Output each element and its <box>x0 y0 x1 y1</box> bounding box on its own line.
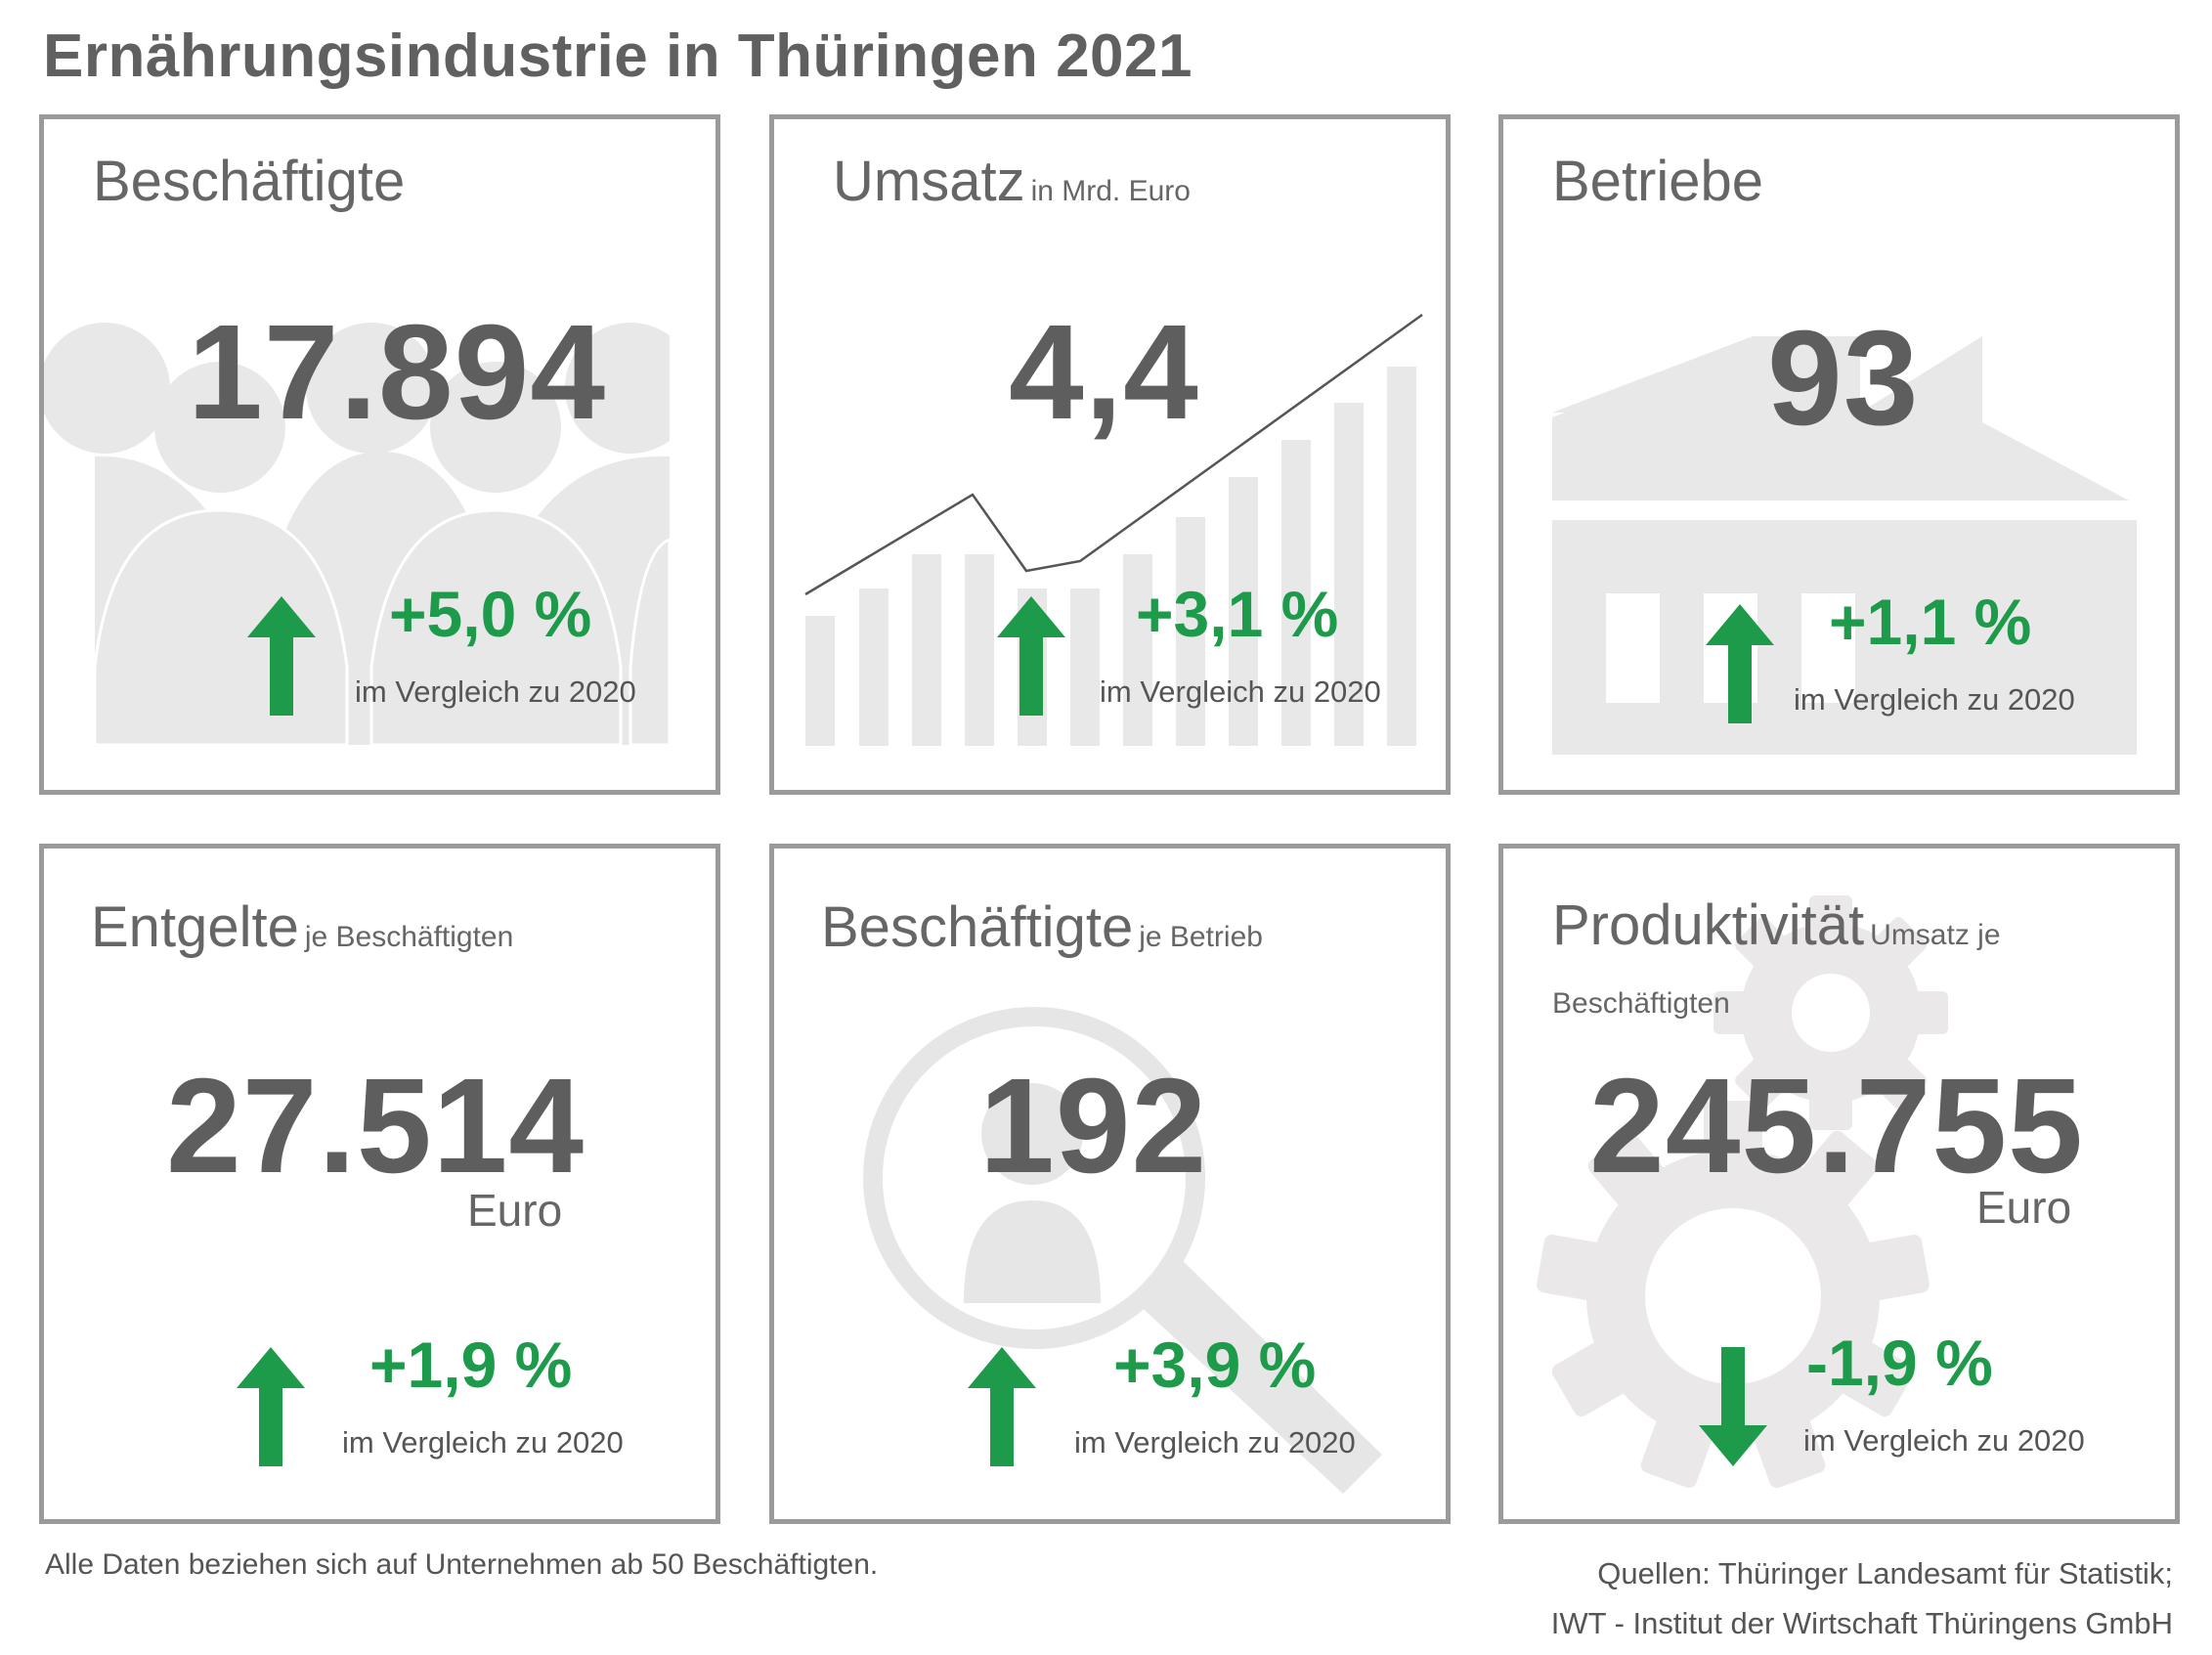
change-value: +1,9 % <box>369 1328 573 1401</box>
compare-label: im Vergleich zu 2020 <box>1100 675 1381 709</box>
card-unit: Euro <box>1976 1182 2072 1233</box>
card-value: 27.514 <box>166 1051 586 1201</box>
card-title: Umsatz in Mrd. Euro <box>833 150 1191 213</box>
card-subtitle: Umsatz je Beschäftigten <box>1552 919 2001 1020</box>
factory-icon <box>1552 336 2137 755</box>
card-unit: Euro <box>467 1185 563 1236</box>
card-value: 245.755 <box>1589 1051 2084 1201</box>
change-value: -1,9 % <box>1806 1327 1993 1399</box>
card-value: 4,4 <box>1009 297 1199 448</box>
person-search-icon <box>863 1007 1382 1494</box>
change-value: +3,1 % <box>1136 578 1339 650</box>
change-value: +5,0 % <box>389 578 592 650</box>
footnote: Alle Daten beziehen sich auf Unternehmen… <box>45 1548 879 1581</box>
arrow-down-icon <box>1699 1347 1767 1466</box>
arrow-up-icon <box>968 1347 1036 1466</box>
card-produktivitaet: Produktivität Umsatz je Beschäftigten 245… <box>1498 844 2180 1524</box>
arrow-up-icon <box>247 596 316 716</box>
card-umsatz: Umsatz in Mrd. Euro 4,4 +3,1 % im Verglei… <box>769 114 1451 795</box>
card-beschaeftigte: Beschäftigte 17.894 +5,0 % im Vergleich … <box>39 114 720 795</box>
source-line: IWT - Institut der Wirtschaft Thüringens… <box>1550 1606 2173 1640</box>
compare-label: im Vergleich zu 2020 <box>1074 1425 1356 1459</box>
arrow-up-icon <box>997 596 1065 716</box>
arrow-up-icon <box>237 1347 305 1466</box>
card-title: Entgelte je Beschäftigten <box>91 895 514 959</box>
change-value: +1,1 % <box>1829 586 2032 658</box>
compare-label: im Vergleich zu 2020 <box>1794 682 2075 717</box>
card-title: Produktivität Umsatz je Beschäftigten <box>1552 893 2001 1020</box>
card-entgelte: Entgelte je Beschäftigten 27.514 Euro +1,… <box>39 844 720 1524</box>
change-value: +3,9 % <box>1113 1328 1317 1401</box>
card-value: 93 <box>1767 303 1920 454</box>
card-title: Beschäftigte je Betrieb <box>821 895 1263 959</box>
card-subtitle: je Betrieb <box>1139 921 1263 953</box>
source-note: Quellen: Thüringer Landesamt für Statist… <box>1551 1548 2173 1648</box>
card-beschaeftigte-je-betrieb: Beschäftigte je Betrieb 192 +3,9 % im Ver… <box>769 844 1451 1524</box>
card-subtitle: je Beschäftigten <box>304 921 514 953</box>
card-subtitle: in Mrd. Euro <box>1030 175 1191 207</box>
card-value: 192 <box>979 1051 1208 1201</box>
gears-icon <box>1537 895 1948 1488</box>
card-value: 17.894 <box>188 297 607 448</box>
card-title: Betriebe <box>1552 150 1764 213</box>
growth-chart-icon <box>804 313 1423 746</box>
page-title: Ernährungsindustrie in Thüringen 2021 <box>43 22 1193 90</box>
compare-label: im Vergleich zu 2020 <box>1803 1423 2085 1458</box>
people-icon <box>44 295 716 790</box>
compare-label: im Vergleich zu 2020 <box>355 675 636 709</box>
card-betriebe: Betriebe 93 +1,1 % im Vergleich zu 2020 <box>1498 114 2180 795</box>
arrow-up-icon <box>1706 604 1774 723</box>
card-title: Beschäftigte <box>93 150 406 213</box>
source-line: Quellen: Thüringer Landesamt für Statist… <box>1597 1556 2173 1590</box>
compare-label: im Vergleich zu 2020 <box>342 1425 624 1459</box>
